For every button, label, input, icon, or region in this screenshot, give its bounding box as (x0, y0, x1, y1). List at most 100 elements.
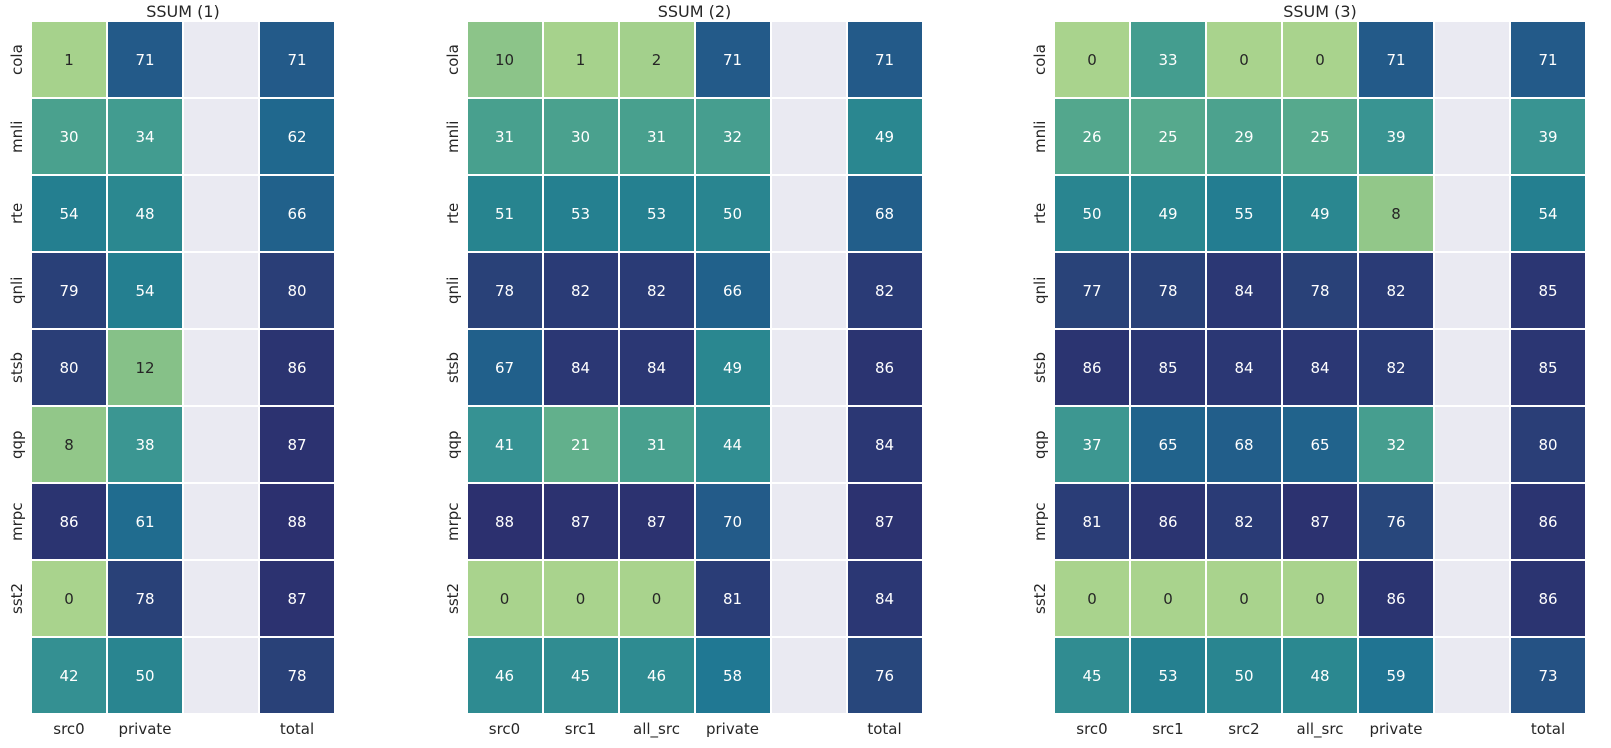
heatmap-cell: 86 (1511, 484, 1585, 559)
heatmap-cell: 59 (1359, 638, 1433, 713)
heatmap-cell: 0 (1283, 22, 1357, 97)
heatmap-cell: 66 (260, 176, 334, 251)
heatmap-cell: 80 (1511, 407, 1585, 482)
row-label-qnli: qnli (1031, 276, 1049, 305)
heatmap-cell: 30 (32, 99, 106, 174)
spacer-cell (184, 176, 258, 251)
row-label-cola: cola (8, 44, 26, 75)
heatmap-cell: 51 (467, 176, 542, 251)
heatmap-cell: 0 (467, 561, 542, 636)
heatmap-cell: 34 (108, 99, 182, 174)
heatmap-grid: 10 1 2 71 71 31 30 31 32 49 51 53 53 50 68 78 82 82 66 82 67… (467, 22, 922, 713)
heatmap-cell: 0 (619, 561, 694, 636)
row-label-cola: cola (443, 44, 462, 75)
heatmap-cell: 55 (1207, 176, 1281, 251)
heatmap-cell: 53 (619, 176, 694, 251)
heatmap-cell: 86 (1359, 561, 1433, 636)
heatmap-cell: 30 (543, 99, 618, 174)
spacer-cell (1435, 253, 1509, 328)
heatmap-body: cola mnli rte qnli stsb qqp mrpc sst2 1 71 71 30 34… (2, 22, 334, 713)
row-label-mrpc: mrpc (1031, 502, 1049, 541)
heatmap-cell: 78 (108, 561, 182, 636)
spacer-cell (184, 638, 258, 713)
heatmap-cell: 0 (1055, 561, 1129, 636)
heatmap-panel-ssum-1: SSUM (1) cola mnli rte qnli stsb qqp mrpc sst2 … (2, 0, 334, 748)
heatmap-cell: 50 (695, 176, 770, 251)
spacer-cell (771, 638, 846, 713)
heatmap-panel-ssum-2: SSUM (2) cola mnli rte qnli stsb qqp mrpc sst2 … (438, 0, 922, 748)
heatmap-cell: 0 (543, 561, 618, 636)
heatmap-cell: 46 (619, 638, 694, 713)
heatmap-cell: 68 (1207, 407, 1281, 482)
spacer-cell (1435, 99, 1509, 174)
col-labels: src0 private total (32, 713, 334, 746)
heatmap-cell: 32 (695, 99, 770, 174)
col-label-empty (1435, 713, 1509, 746)
heatmap-cell: 0 (1207, 561, 1281, 636)
heatmap-cell: 82 (619, 253, 694, 328)
heatmap-cell: 10 (467, 22, 542, 97)
heatmap-cell: 49 (1283, 176, 1357, 251)
col-label-private: private (118, 720, 172, 738)
heatmap-cell: 84 (543, 330, 618, 405)
heatmap-cell: 31 (619, 99, 694, 174)
heatmap-cell: 88 (467, 484, 542, 559)
row-label-qnli: qnli (443, 276, 462, 305)
heatmap-cell: 80 (32, 330, 106, 405)
row-label-empty (1025, 638, 1055, 713)
heatmap-cell: 46 (467, 638, 542, 713)
col-labels: src0 src1 src2 all_src private total (1055, 713, 1585, 746)
heatmap-cell: 86 (1131, 484, 1205, 559)
heatmap-grid: 1 71 71 30 34 62 54 48 66 79 54 80 80 12 86 8 38 87 86 61 88… (32, 22, 334, 713)
spacer-cell (1435, 407, 1509, 482)
heatmap-cell: 87 (619, 484, 694, 559)
heatmap-cell: 39 (1511, 99, 1585, 174)
heatmap-cell: 8 (32, 407, 106, 482)
heatmap-cell: 71 (1511, 22, 1585, 97)
row-label-empty (2, 638, 32, 713)
spacer-cell (184, 330, 258, 405)
heatmap-cell: 0 (1283, 561, 1357, 636)
spacer-cell (771, 99, 846, 174)
spacer-cell (184, 561, 258, 636)
col-label-private: private (1369, 720, 1423, 738)
heatmap-cell: 79 (32, 253, 106, 328)
col-label-src1: src1 (1152, 720, 1184, 738)
row-label-rte: rte (8, 202, 26, 225)
heatmap-cell: 1 (32, 22, 106, 97)
heatmap-cell: 82 (1207, 484, 1281, 559)
row-label-qqp: qqp (8, 430, 26, 459)
heatmap-cell: 86 (260, 330, 334, 405)
heatmap-cell: 33 (1131, 22, 1205, 97)
col-label-total: total (867, 720, 902, 738)
heatmap-cell: 87 (260, 407, 334, 482)
heatmap-cell: 25 (1131, 99, 1205, 174)
row-label-mnli: mnli (8, 120, 26, 153)
heatmap-cell: 21 (543, 407, 618, 482)
heatmap-cell: 77 (1055, 253, 1129, 328)
col-label-src0: src0 (1076, 720, 1108, 738)
heatmap-grid: 0 33 0 0 71 71 26 25 29 25 39 39 50 49 55 49 8 54 77 78 84 78… (1055, 22, 1585, 713)
heatmap-cell: 82 (847, 253, 922, 328)
heatmap-cell: 87 (1283, 484, 1357, 559)
col-label-total: total (279, 720, 315, 738)
spacer-cell (1435, 22, 1509, 97)
heatmap-title: SSUM (3) (1283, 1, 1357, 21)
heatmap-cell: 86 (32, 484, 106, 559)
heatmap-cell: 0 (1055, 22, 1129, 97)
row-label-empty (438, 638, 468, 713)
heatmap-cell: 62 (260, 99, 334, 174)
heatmap-cell: 32 (1359, 407, 1433, 482)
row-labels: cola mnli rte qnli stsb qqp mrpc sst2 (1025, 22, 1055, 713)
row-label-mnli: mnli (443, 120, 462, 153)
col-label-all_src: all_src (633, 720, 680, 738)
heatmap-cell: 84 (847, 407, 922, 482)
heatmap-cell: 66 (695, 253, 770, 328)
col-label-all_src: all_src (1296, 720, 1344, 738)
spacer-cell (1435, 176, 1509, 251)
heatmap-cell: 81 (1055, 484, 1129, 559)
heatmap-cell: 84 (1207, 253, 1281, 328)
heatmap-cell: 54 (108, 253, 182, 328)
row-label-qqp: qqp (443, 430, 462, 459)
row-label-sst2: sst2 (443, 582, 462, 615)
